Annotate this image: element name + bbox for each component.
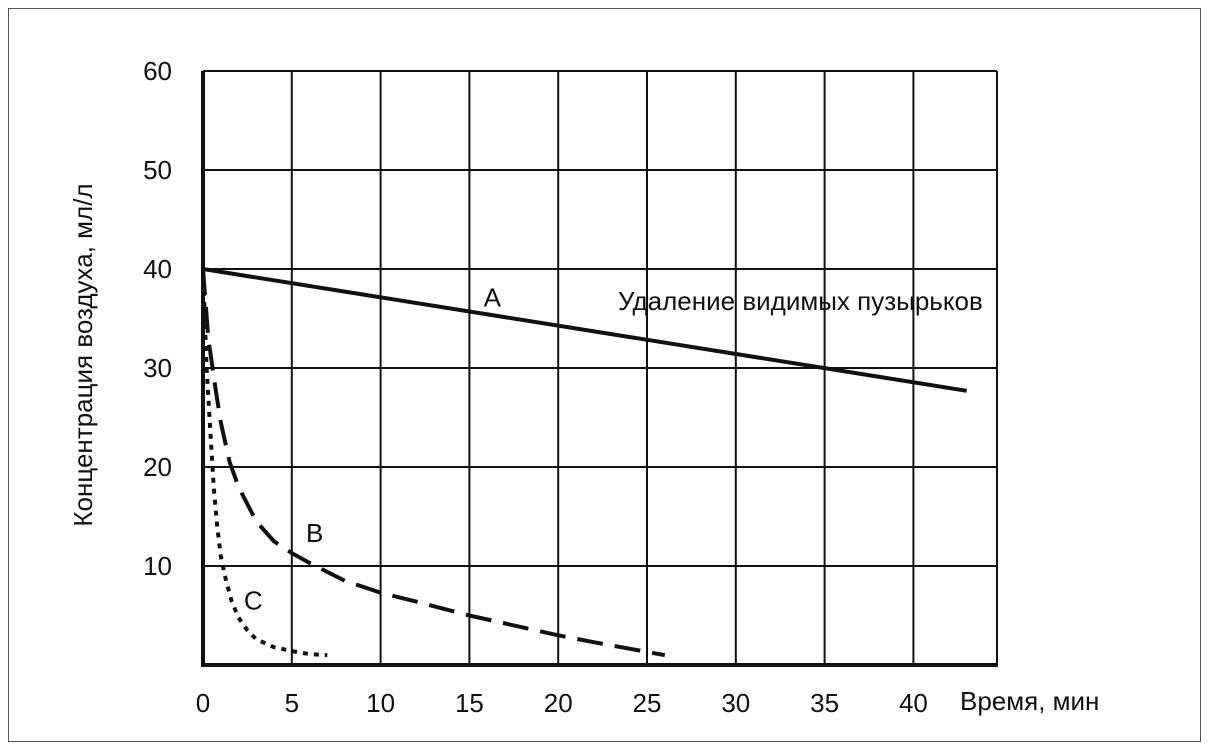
x-tick-label: 25 (633, 688, 662, 718)
series-line-c (201, 268, 328, 658)
grid (203, 70, 998, 665)
chart-frame (8, 8, 1201, 742)
y-axis-label: Концентрация воздуха, мл/л (68, 183, 98, 526)
y-tick-label: 50 (143, 155, 172, 185)
x-tick-label: 35 (810, 688, 839, 718)
x-tick-label: 0 (196, 688, 210, 718)
x-axis-label: Время, мин (960, 686, 1099, 716)
x-tick-label: 40 (899, 688, 928, 718)
tick-labels: 0 5 10 15 20 25 30 35 40 10 20 30 40 50 60 (143, 56, 928, 718)
series-label-c: C (244, 586, 263, 616)
series-labels: A B C (244, 283, 502, 616)
series-label-a: A (484, 283, 502, 313)
y-tick-label: 30 (143, 353, 172, 383)
y-tick-label: 60 (143, 56, 172, 86)
series-label-b: B (306, 518, 323, 548)
x-tick-label: 20 (544, 688, 573, 718)
x-tick-label: 10 (366, 688, 395, 718)
axes (201, 71, 998, 667)
annotation-label: Удаление видимых пузырьков (618, 286, 983, 316)
series-line-b (201, 268, 666, 658)
y-tick-label: 10 (143, 551, 172, 581)
series-group (201, 267, 968, 658)
series-line-a (202, 267, 968, 393)
y-tick-label: 20 (143, 452, 172, 482)
y-tick-label: 40 (143, 254, 172, 284)
x-tick-label: 5 (285, 688, 299, 718)
x-tick-label: 15 (455, 688, 484, 718)
x-tick-label: 30 (721, 688, 750, 718)
